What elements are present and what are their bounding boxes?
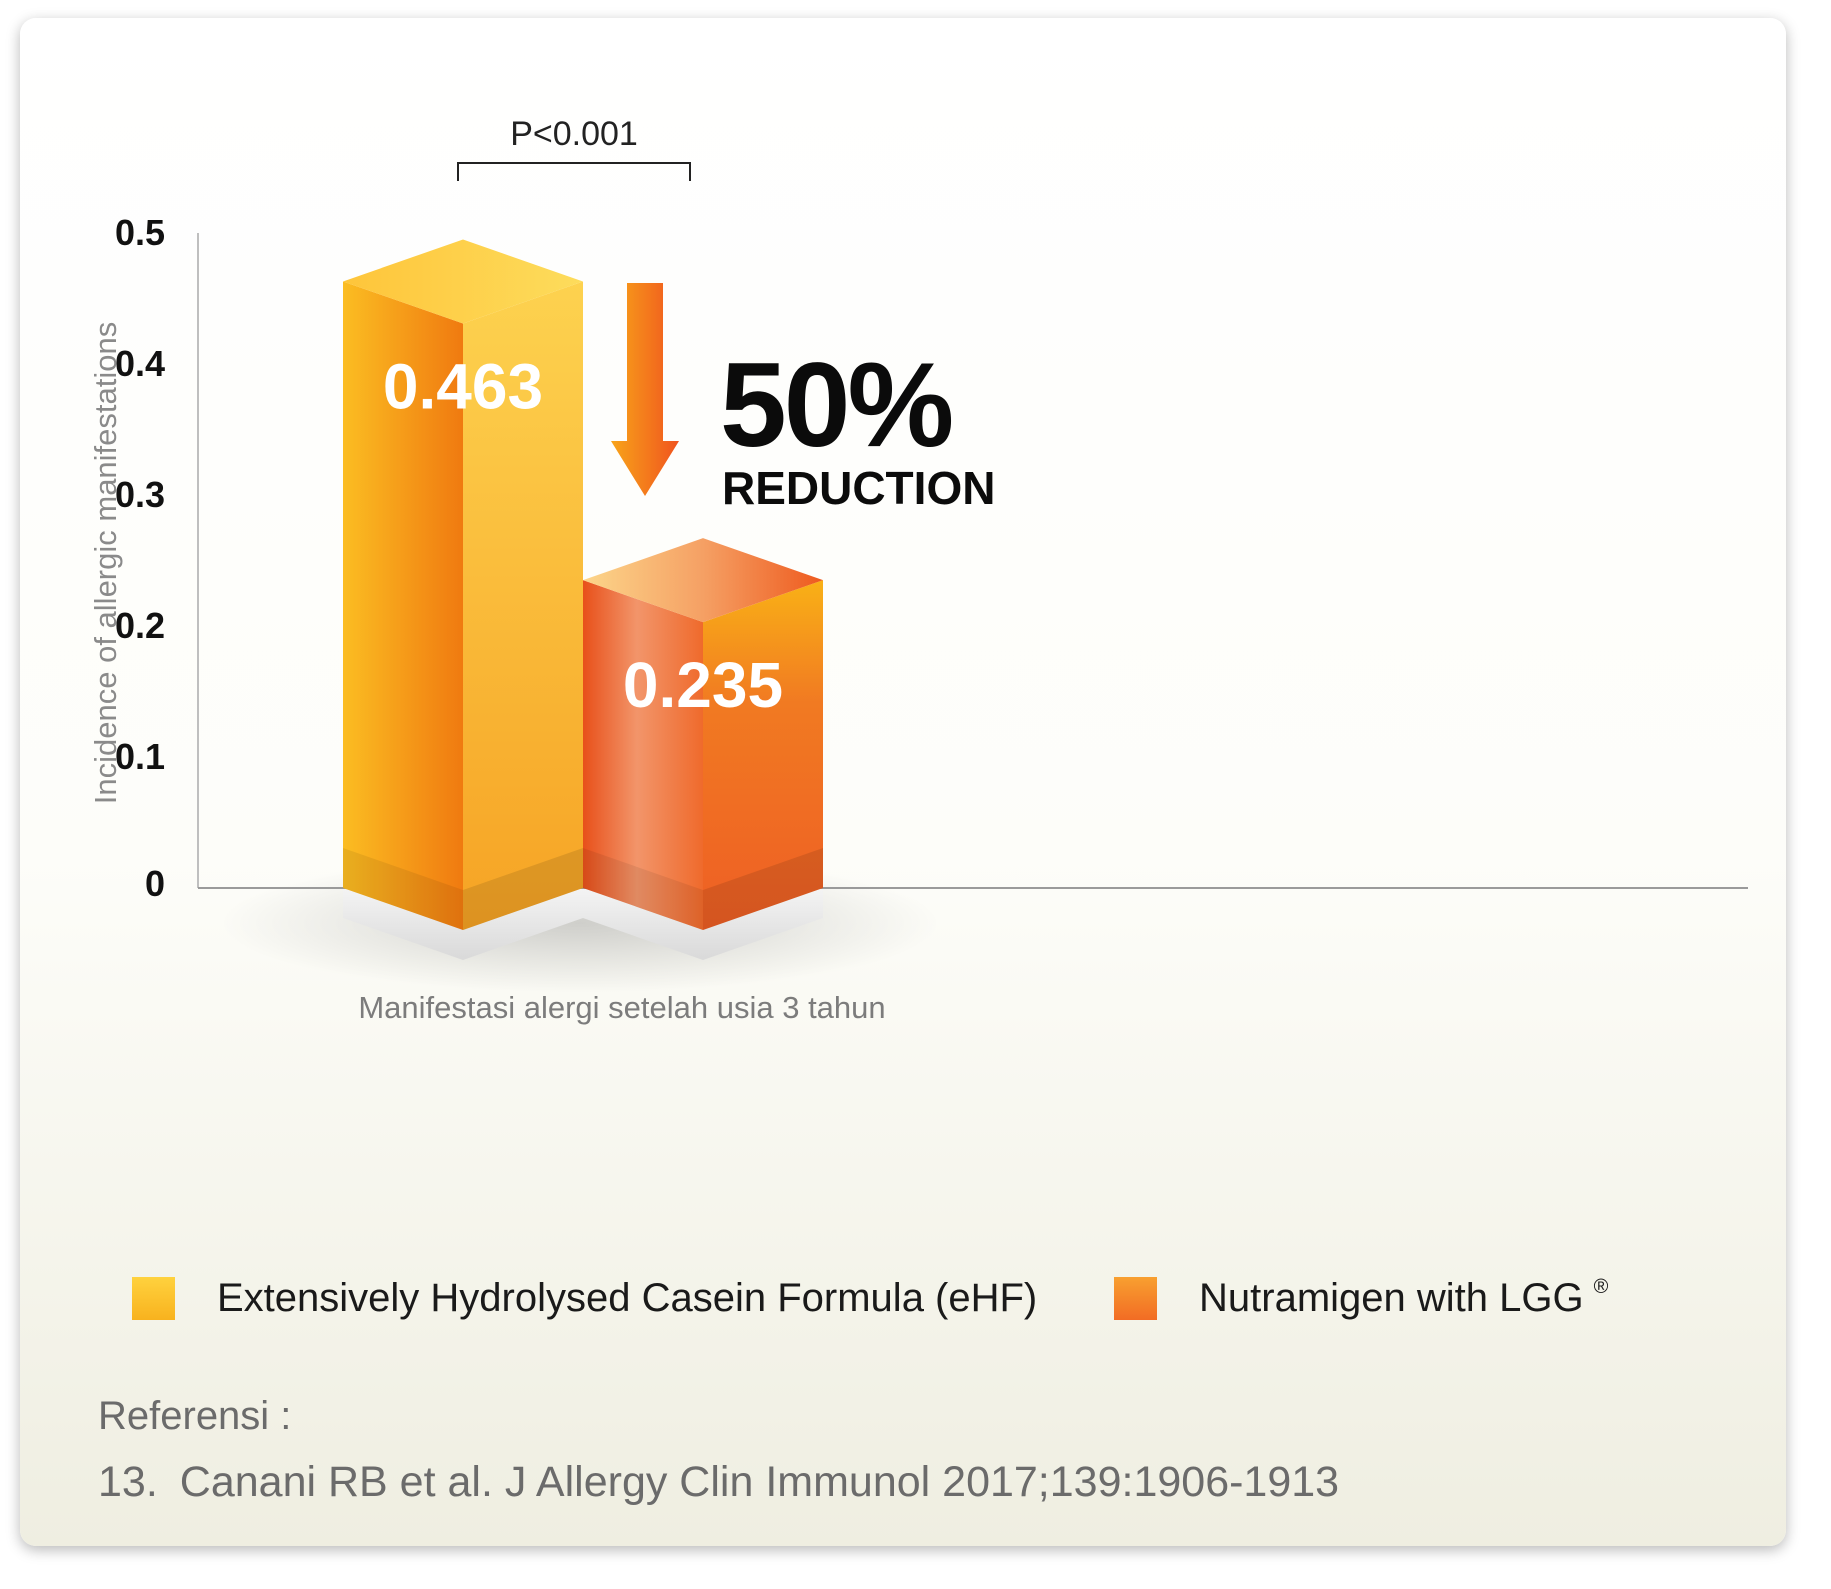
p-value-bracket	[457, 162, 691, 181]
bar-ehf-front-face	[343, 281, 463, 931]
reference-text: Canani RB et al. J Allergy Clin Immunol …	[179, 1458, 1340, 1506]
bar-nutramigen-base-shade	[583, 848, 703, 930]
bar-nutramigen-top-face	[583, 538, 823, 623]
bar-nutramigen-base-shade-side	[703, 848, 823, 930]
reduction-percent: 50%	[720, 338, 951, 472]
reference-heading: Referensi :	[98, 1394, 292, 1438]
bar-nutramigen-side-face	[703, 580, 823, 930]
bar-nutramigen-value-label: 0.235	[623, 649, 783, 721]
registered-mark: ®	[1593, 1275, 1609, 1298]
bar-ehf-value-label: 0.463	[383, 350, 543, 422]
legend-label-nutramigen: Nutramigen with LGG ®	[1199, 1275, 1609, 1320]
legend-swatch-ehf	[132, 1276, 175, 1320]
y-tick-label: 0	[145, 863, 165, 904]
bar-ehf-plinth	[343, 888, 583, 960]
legend-item-ehf: Extensively Hydrolysed Casein Formula (e…	[132, 1273, 1037, 1323]
bar-chart: 0 0.1 0.2 0.3 0.4 0.5 Incidence of allergic ma…	[88, 115, 1748, 1025]
legend-label-ehf: Extensively Hydrolysed Casein Formula (e…	[217, 1275, 1038, 1320]
y-tick-label: 0.5	[115, 212, 165, 253]
bar-ehf-base-shade	[343, 848, 463, 930]
y-tick-label: 0.2	[115, 605, 165, 646]
bar-ehf-base-shade-side	[463, 848, 583, 930]
y-tick-label: 0.3	[115, 474, 165, 515]
bar-nutramigen-plinth	[583, 888, 823, 960]
x-axis-title: Manifestasi alergi setelah usia 3 tahun	[358, 990, 885, 1025]
bar-ehf-side-face	[463, 281, 583, 931]
y-tick-label: 0.1	[115, 736, 165, 777]
legend-item-nutramigen: Nutramigen with LGG ®	[1114, 1273, 1608, 1323]
p-value-label: P<0.001	[510, 115, 638, 153]
reduction-arrow-icon	[611, 283, 679, 496]
reduction-word: REDUCTION	[722, 462, 995, 514]
reference-number: 13.	[98, 1458, 158, 1506]
bar-ehf-top-face	[343, 239, 583, 324]
legend-swatch-nutramigen	[1114, 1276, 1157, 1320]
reference-item: 13. Canani RB et al. J Allergy Clin Immun…	[98, 1458, 1339, 1507]
bar-nutramigen-front-face	[583, 580, 703, 930]
chart-card: 0 0.1 0.2 0.3 0.4 0.5 Incidence of allergic ma…	[20, 18, 1786, 1546]
y-axis-title: Incidence of allergic manifestations	[88, 322, 123, 804]
y-tick-label: 0.4	[115, 343, 165, 384]
